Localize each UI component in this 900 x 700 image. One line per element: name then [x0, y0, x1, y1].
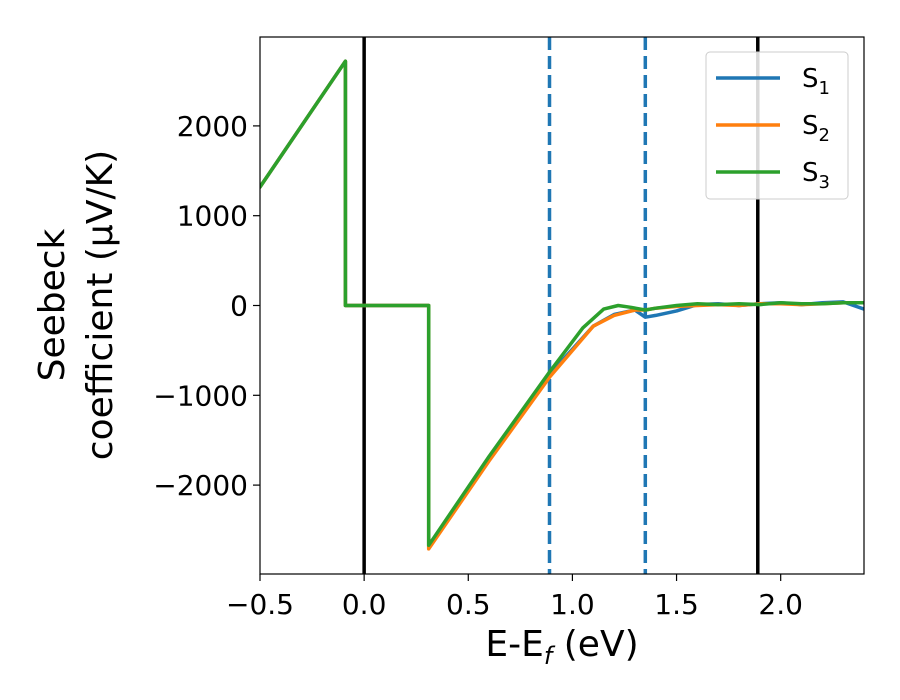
series-line-3 — [260, 59, 864, 548]
legend: S1 S2 S3 — [705, 51, 849, 200]
y-axis-ticks: 2000 1000 0 −1000 −2000 — [153, 110, 260, 502]
y-tick-label: 2000 — [177, 110, 248, 143]
x-tick-label: 2.0 — [758, 588, 803, 621]
x-tick-label: −0.5 — [226, 588, 294, 621]
y-tick-label: −2000 — [153, 469, 248, 502]
y-tick-label: 0 — [230, 290, 248, 323]
x-tick-label: 0.5 — [446, 588, 491, 621]
x-axis-ticks: −0.5 0.0 0.5 1.0 1.5 2.0 — [226, 574, 803, 621]
x-tick-label: 1.5 — [654, 588, 699, 621]
legend-items: S1 S2 S3 — [716, 64, 830, 193]
x-axis-label-unit: (eV) — [552, 624, 638, 665]
x-axis-label-main: E-E — [485, 624, 543, 665]
y-tick-label: −1000 — [153, 379, 248, 412]
x-tick-label: 0.0 — [342, 588, 387, 621]
y-axis-label-line2: coefficient (μV/K) — [80, 150, 121, 460]
legend-label-1: S1 — [802, 64, 830, 99]
x-axis-label: E-Ef (eV) — [485, 624, 638, 670]
legend-label-3: S3 — [802, 158, 830, 193]
y-axis-label-line1: Seebeck — [32, 228, 73, 381]
legend-label-2: S2 — [802, 111, 830, 146]
x-tick-label: 1.0 — [550, 588, 595, 621]
y-tick-label: 1000 — [177, 200, 248, 233]
series-group — [260, 59, 864, 551]
